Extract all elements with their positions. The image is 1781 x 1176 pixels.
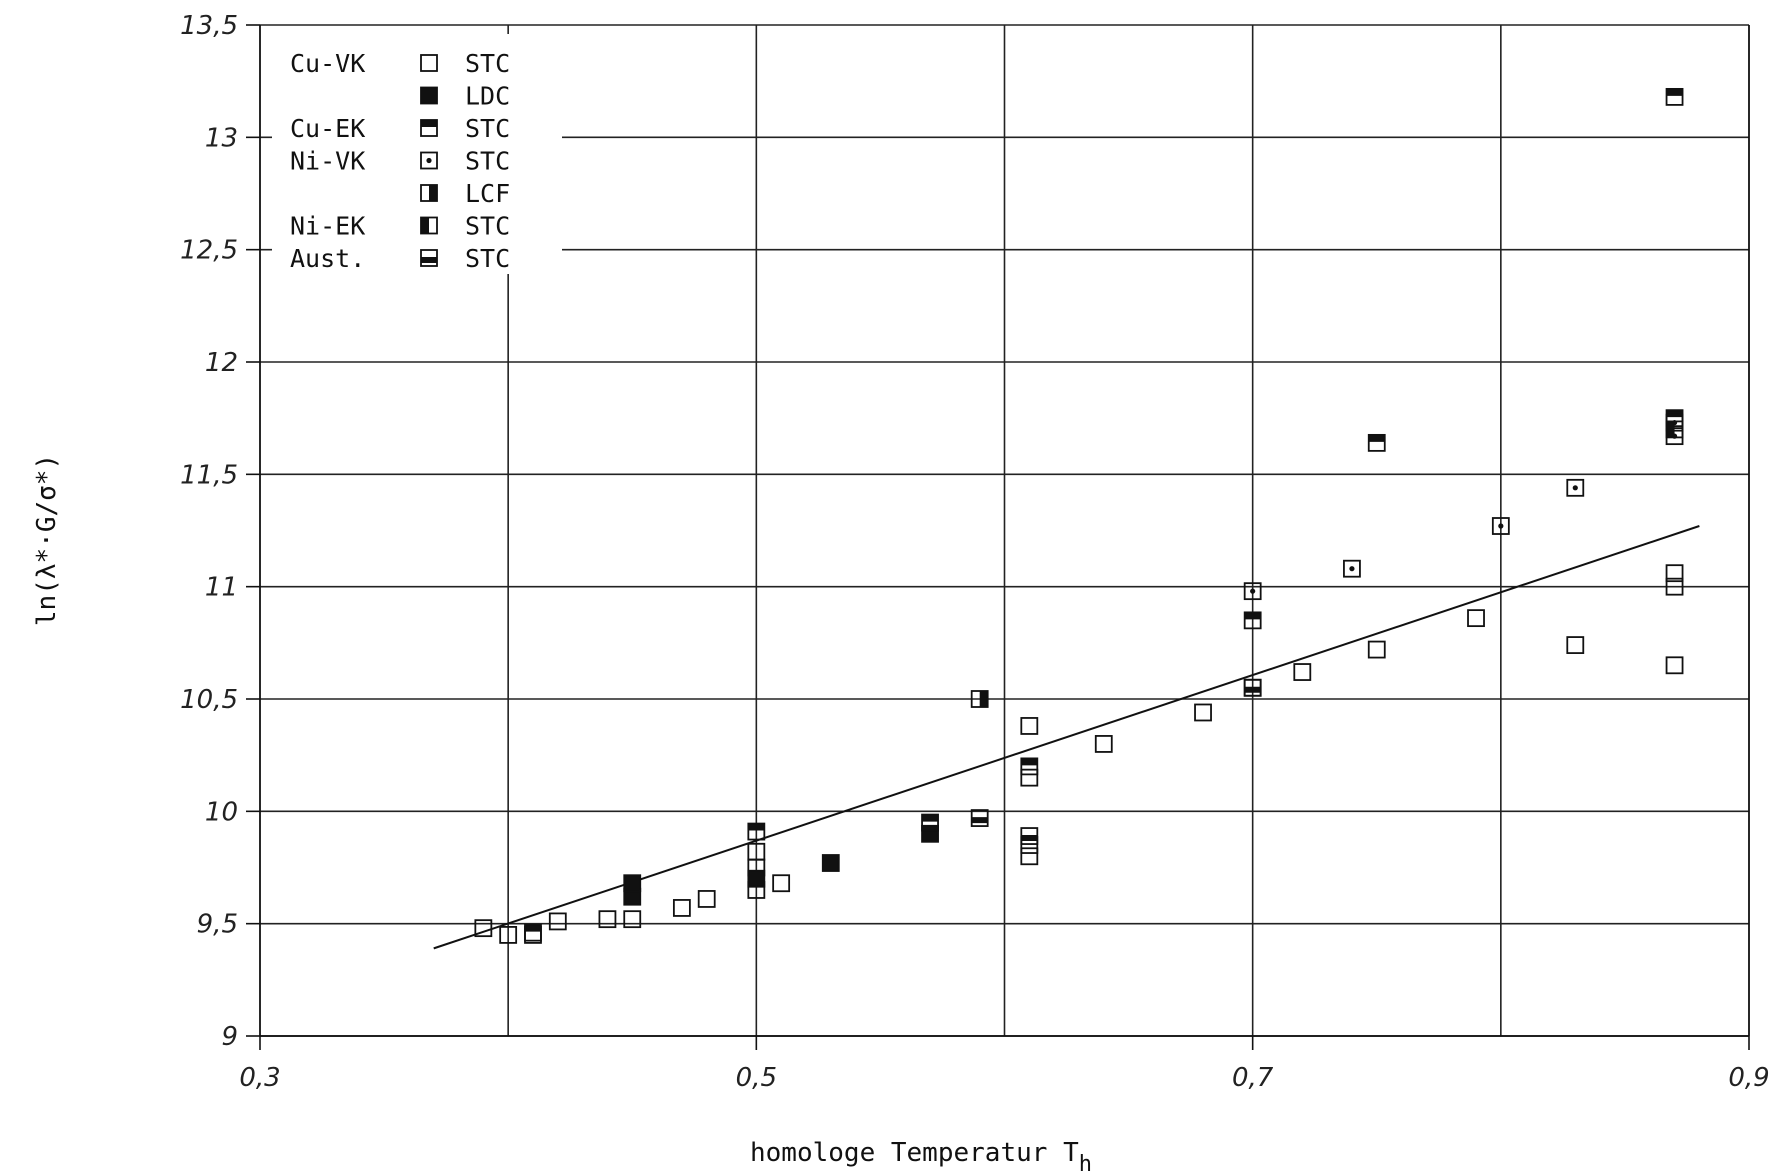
x-tick-label: 0,7 [1232,1063,1274,1093]
y-tick-label: 10 [205,797,238,827]
data-point [1194,703,1212,722]
data-point [598,910,617,929]
data-point [697,890,716,908]
data-point [524,923,542,942]
y-tick-label: 9 [221,1022,238,1052]
y-tick-label: 13 [205,123,238,153]
data-point [1243,582,1262,601]
data-point [1665,656,1684,675]
legend-material-label: Cu-EK [290,114,365,143]
data-point [1020,757,1039,776]
legend-entry: Ni-VK STC [290,147,510,176]
legend-material-label: Ni-VK [290,147,365,176]
regression-line [433,525,1700,950]
legend-test-label: STC [465,114,510,143]
data-point [821,854,840,872]
legend-marker-icon [420,249,438,267]
legend-marker-icon [420,86,438,105]
x-axis-label: homologe Temperatur Th [750,1138,1092,1176]
legend-entry: Ni-EK STC [290,212,510,241]
y-tick-label: 9,5 [197,910,238,940]
data-point [1020,768,1039,787]
x-tick-label: 0,9 [1728,1063,1769,1093]
legend-test-label: STC [465,244,510,273]
y-tick-label: 12 [205,348,238,378]
data-point [1020,717,1039,735]
data-point [1020,847,1039,866]
legend-test-label: LCF [465,179,510,208]
legend-material-label: Ni-EK [290,212,365,241]
data-point [499,926,518,944]
data-point [1243,678,1262,697]
data-point [1094,735,1113,753]
data-point [1367,433,1386,452]
data-point [747,842,766,861]
legend-background [272,34,562,274]
legend-material-label: Cu-VK [290,49,365,78]
legend-entry: Cu-EK STC [290,114,510,143]
data-point [1665,87,1684,106]
data-point [747,822,766,841]
legend-entry: LDC [420,82,510,111]
data-point [1665,577,1684,596]
data-point [672,899,691,917]
legend-marker-icon [420,151,438,170]
data-point [623,874,642,893]
data-point [1020,827,1039,845]
axis-labels: homologe Temperatur Th ln(λ*·G/σ*) [32,454,1092,1176]
legend-test-label: STC [465,147,510,176]
axes: 9 9,5 10 10,5 11 11,5 12 12,5 13 13,5 0,3 0,5 0,7 0,9 [180,11,1770,1093]
y-axis-label: ln(λ*·G/σ*) [32,454,62,626]
x-tick-label: 0,5 [736,1063,777,1093]
data-point [1566,636,1585,654]
data-point [772,874,791,893]
data-point [1293,663,1312,681]
legend-entry: LCF [420,179,510,208]
legend-marker-icon [420,216,438,235]
legend-test-label: LDC [465,82,510,111]
y-tick-label: 10,5 [180,685,238,715]
data-point [1243,611,1262,630]
legend-test-label: STC [465,212,510,241]
data-point [1665,420,1684,439]
legend-marker-icon [420,119,438,137]
data-point [548,912,567,931]
data-point [970,809,989,827]
y-tick-label: 13,5 [180,11,238,41]
legend-marker-icon [420,184,438,202]
data-points [474,87,1684,944]
legend-entry: Aust. STC [290,244,510,273]
legend-material-label: Aust. [290,244,365,273]
data-point [1367,640,1386,659]
x-axis-label-subscript: h [1079,1152,1092,1176]
legend-entry: Cu-VK STC [290,49,510,78]
data-point [1566,478,1585,497]
data-point [1491,517,1510,535]
data-point [921,813,939,832]
y-tick-label: 11,5 [180,460,238,490]
y-tick-label: 12,5 [180,236,238,266]
data-point [921,824,939,843]
data-point [747,869,766,888]
x-tick-label: 0,3 [239,1063,280,1093]
data-point [474,919,493,938]
data-point [623,910,642,929]
data-point [1467,609,1485,628]
legend-test-label: STC [465,49,510,78]
legend-marker-icon [420,54,438,72]
y-tick-label: 11 [205,573,238,603]
data-point [1343,559,1361,578]
data-point [970,690,989,708]
regression-line-group [433,525,1700,950]
data-point [1665,564,1684,583]
